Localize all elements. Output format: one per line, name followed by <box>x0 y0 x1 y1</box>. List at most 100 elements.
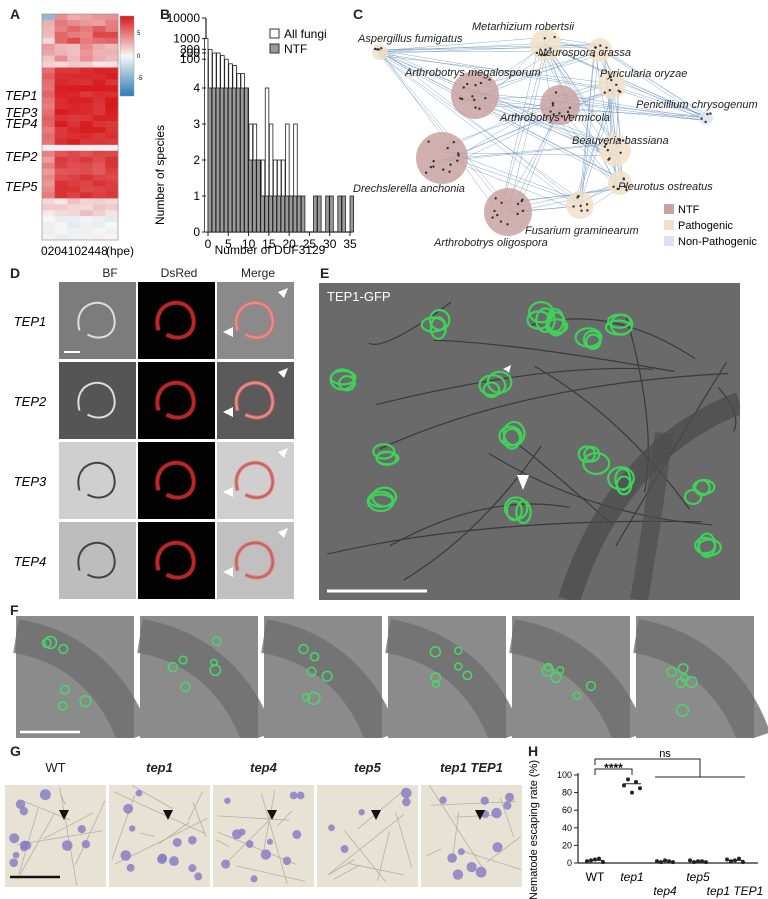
gfp-loop <box>454 662 463 671</box>
heatmap-cell <box>80 174 93 181</box>
network-edge <box>377 44 605 55</box>
network-node <box>474 84 477 87</box>
heatmap-cell <box>54 85 68 92</box>
gfp-trap-loop <box>606 313 632 329</box>
network-node <box>449 163 452 166</box>
heatmap-cell <box>42 198 55 205</box>
heatmap-cell <box>80 55 93 62</box>
network-node <box>709 112 712 115</box>
species-label: Drechslerella anchonia <box>353 183 465 195</box>
heatmap-cell <box>92 55 106 62</box>
arrow-icon <box>278 288 288 298</box>
nematode-body <box>12 619 151 738</box>
stained-trap <box>19 806 29 816</box>
network-node <box>521 198 524 201</box>
heatmap-cell <box>54 180 68 187</box>
heatmap-cell <box>54 61 68 68</box>
network-node <box>625 188 628 192</box>
heatmap-cell <box>92 79 106 86</box>
hypha <box>379 372 729 450</box>
merge-signal <box>234 300 275 340</box>
b-xtick-label: 5 <box>225 237 232 251</box>
heatmap-cell <box>42 234 55 241</box>
heatmap-cell <box>92 49 106 56</box>
micro-tile <box>138 442 215 519</box>
heatmap-cell <box>80 121 93 128</box>
network-node <box>608 157 611 160</box>
heatmap-cell <box>92 109 106 116</box>
gfp-loop <box>680 673 690 683</box>
heatmap-cell <box>54 192 68 199</box>
merge-signal <box>234 380 275 420</box>
heatmap-cell <box>67 121 81 128</box>
stained-trap <box>503 801 512 810</box>
network-edge <box>471 92 705 117</box>
species-cluster <box>416 132 468 184</box>
network-edge <box>563 94 704 120</box>
gfp-trap-loop <box>582 451 611 476</box>
stained-trap <box>266 838 273 845</box>
heatmap-cell <box>105 55 119 62</box>
species-cluster <box>372 44 388 60</box>
legend-c-pathogenic: Pathogenic <box>678 220 734 232</box>
nematode-body <box>632 619 768 738</box>
heatmap-cell <box>42 19 55 27</box>
heatmap-cell <box>54 234 68 241</box>
heatmap-cell <box>92 61 106 68</box>
sig-label-ns: ns <box>659 748 671 760</box>
micro-tile <box>59 362 136 439</box>
hypha <box>20 799 71 821</box>
heatmap-cell <box>67 156 81 163</box>
heatmap-cell <box>92 144 106 152</box>
species-cluster <box>599 134 631 166</box>
merge-signal <box>234 540 275 580</box>
bar-ntf <box>215 87 221 233</box>
gfp-trap-loop <box>478 374 507 397</box>
heatmap-cell <box>80 37 93 45</box>
heatmap-cell <box>80 43 93 50</box>
bar-ntf <box>313 195 318 233</box>
heatmap-cell <box>80 103 93 110</box>
data-point <box>688 858 692 863</box>
micro-tile <box>138 282 215 359</box>
data-point <box>601 860 605 865</box>
heatmap-cell <box>54 132 68 140</box>
heatmap-cell <box>54 168 68 175</box>
heatmap-cell <box>54 109 68 116</box>
heatmap-cell <box>42 67 55 74</box>
heatmap-cell <box>80 210 93 217</box>
tep1-gfp-image: TEP1-GFP <box>319 283 740 600</box>
network-node <box>553 35 556 39</box>
heatmap-cell <box>54 222 68 229</box>
heatmap-cell <box>105 180 119 187</box>
hypha <box>113 791 206 835</box>
bar-ntf <box>300 195 306 233</box>
heatmap-cell <box>67 61 81 68</box>
heatmap-cell <box>105 144 119 152</box>
panel-label-f: F <box>10 602 19 618</box>
gfp-loop <box>541 663 555 677</box>
gene-label-tep1: TEP1 <box>5 88 38 103</box>
network-node <box>615 83 618 87</box>
stained-trap <box>129 825 136 832</box>
panel-label-d: D <box>10 265 21 281</box>
heatmap-cell <box>105 210 119 217</box>
species-label: Fusarium graminearum <box>525 225 639 237</box>
b-ylabel: Number of species <box>153 125 167 225</box>
network-node <box>617 138 621 142</box>
stained-trap <box>77 824 86 834</box>
hypha-outline <box>77 301 116 339</box>
sig-bracket-ns <box>594 758 701 777</box>
gfp-loop <box>321 670 333 682</box>
heatmap-cell <box>67 85 81 92</box>
gfp-loop <box>572 691 582 701</box>
heatmap-cell <box>80 31 93 39</box>
heatmap-cell <box>67 174 81 181</box>
hypha <box>327 859 355 876</box>
heatmap-cell <box>80 127 93 134</box>
heatmap-cell <box>80 85 93 92</box>
network-node <box>616 187 619 191</box>
heatmap-cell <box>42 228 55 235</box>
heatmap-cell <box>67 79 81 86</box>
